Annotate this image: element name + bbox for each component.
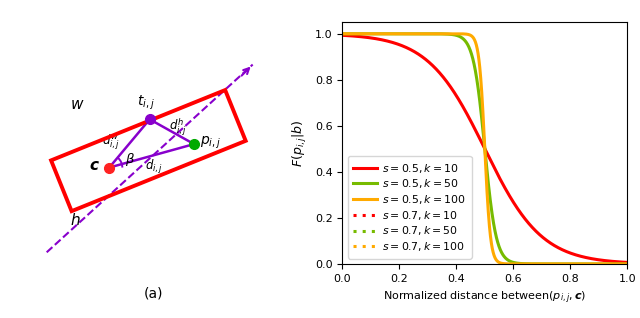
Text: $\boldsymbol{p_{i,j}}$: $\boldsymbol{p_{i,j}}$ xyxy=(200,135,221,151)
Text: $\boldsymbol{d_{i,j}}$: $\boldsymbol{d_{i,j}}$ xyxy=(145,158,163,176)
Y-axis label: $F(\boldsymbol{p_{i,j}}|b)$: $F(\boldsymbol{p_{i,j}}|b)$ xyxy=(291,119,309,167)
Text: (a): (a) xyxy=(144,286,163,300)
Text: $\boldsymbol{c}$: $\boldsymbol{c}$ xyxy=(88,158,99,173)
Text: $\boldsymbol{d_{i,j}^w}$: $\boldsymbol{d_{i,j}^w}$ xyxy=(102,132,120,152)
Text: $w$: $w$ xyxy=(70,97,84,112)
Text: $h$: $h$ xyxy=(70,212,81,229)
Text: $\boldsymbol{d_{i,j}^h}$: $\boldsymbol{d_{i,j}^h}$ xyxy=(169,117,188,138)
X-axis label: Normalized distance between$(\boldsymbol{p_{i,j}}, \boldsymbol{c})$: Normalized distance between$(\boldsymbol… xyxy=(383,289,586,306)
Text: $\boldsymbol{t_{i,j}}$: $\boldsymbol{t_{i,j}}$ xyxy=(137,94,155,112)
Text: $\beta$: $\beta$ xyxy=(125,151,134,168)
Legend: $s=0.5, k=10$, $s=0.5, k=50$, $s=0.5, k=100$, $s=0.7, k=10$, $s=0.7, k=50$, $s=0: $s=0.5, k=10$, $s=0.5, k=50$, $s=0.5, k=… xyxy=(348,156,472,259)
